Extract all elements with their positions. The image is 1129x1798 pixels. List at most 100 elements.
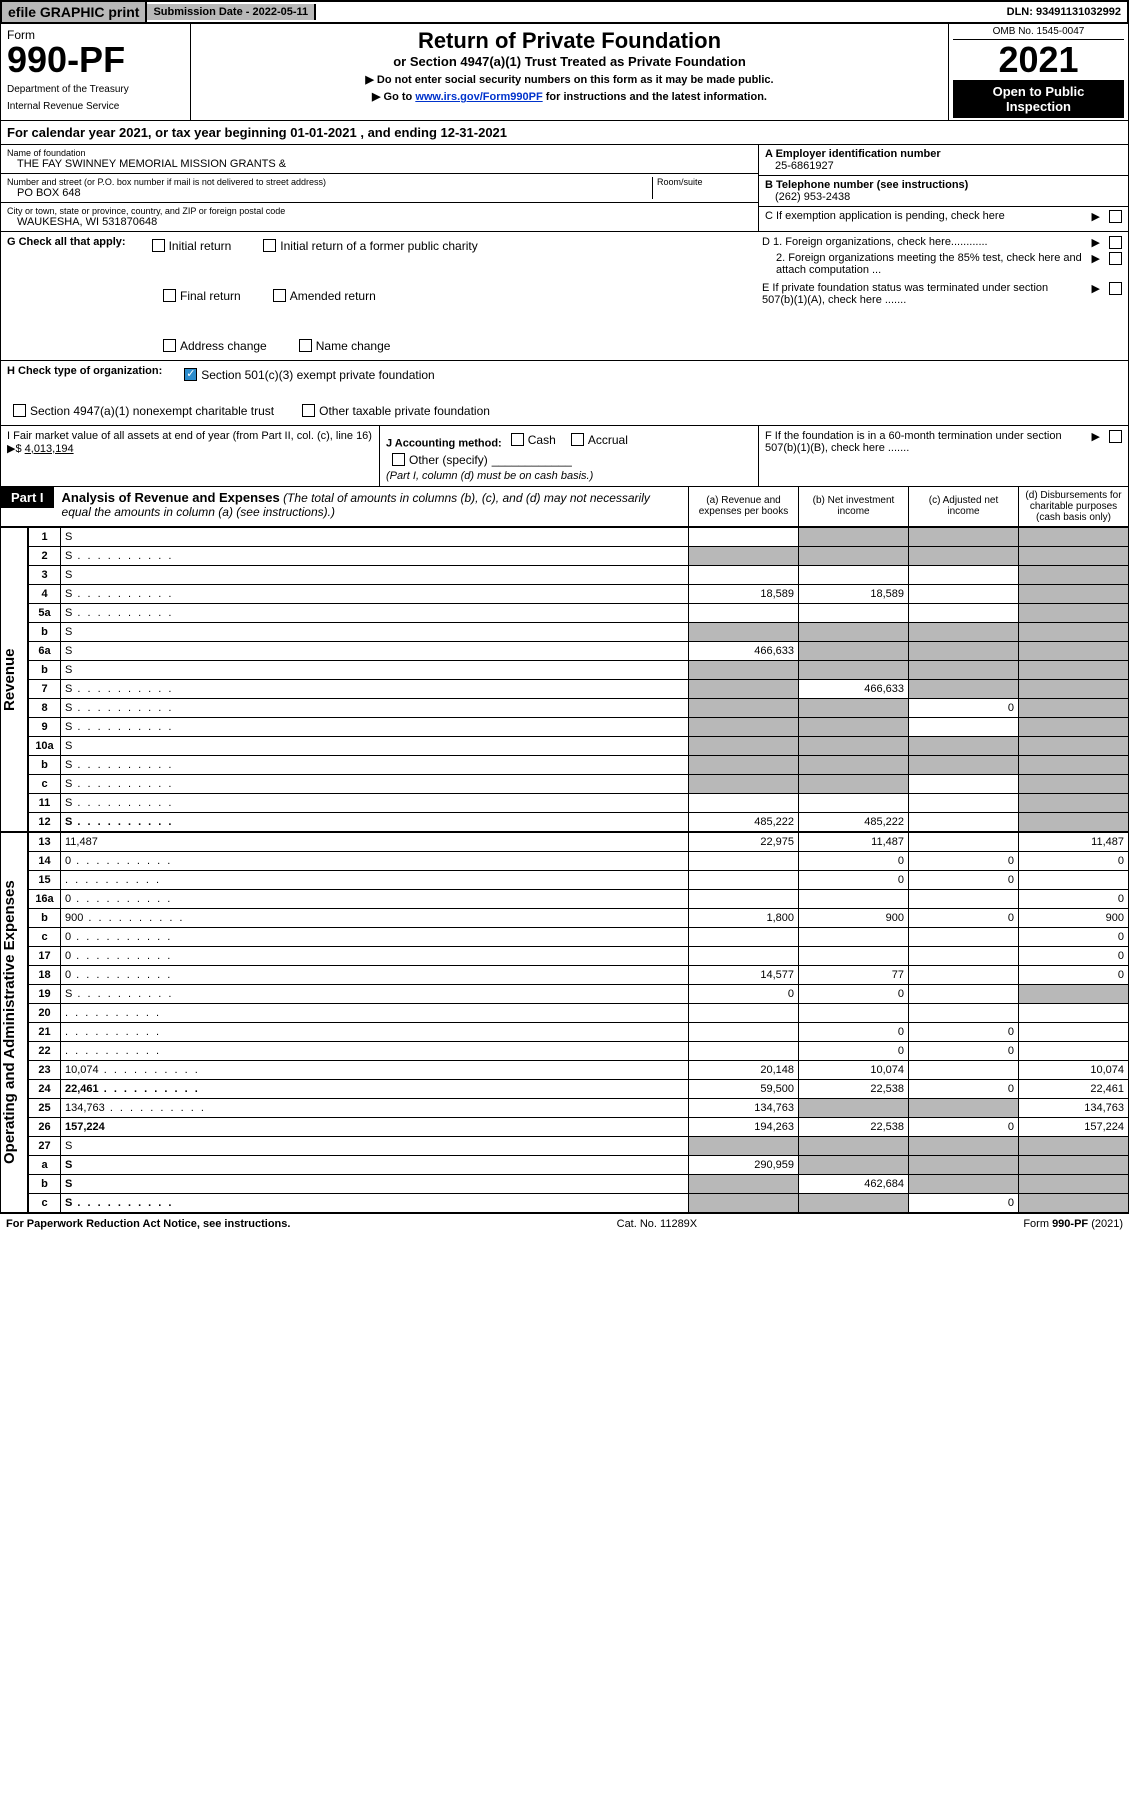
catalog-number: Cat. No. 11289X: [617, 1218, 698, 1230]
table-row: 3S: [29, 565, 1129, 584]
ij-row: I Fair market value of all assets at end…: [0, 426, 1129, 487]
table-row: 5aS: [29, 603, 1129, 622]
note-link: ▶ Go to www.irs.gov/Form990PF for instru…: [199, 90, 940, 103]
g-final: Final return: [157, 286, 247, 306]
section-h: H Check type of organization: Section 50…: [0, 361, 1129, 426]
j-accounting: J Accounting method: Cash Accrual Other …: [379, 426, 758, 486]
tax-year: 2021: [953, 40, 1124, 80]
revenue-table: 1S2S3S4S18,58918,5895aSbS6aS466,633bS7S4…: [28, 527, 1129, 832]
dept-treasury: Department of the Treasury: [7, 84, 184, 95]
j-note: (Part I, column (d) must be on cash basi…: [386, 470, 752, 482]
table-row: bS: [29, 755, 1129, 774]
j-accrual: Accrual: [565, 430, 634, 450]
table-row: 20: [29, 1003, 1129, 1022]
arrow-icon: ▶: [1092, 282, 1100, 306]
table-row: 26157,224194,26322,5380157,224: [29, 1117, 1129, 1136]
foundation-name: THE FAY SWINNEY MEMORIAL MISSION GRANTS …: [7, 158, 752, 170]
part1-tab: Part I: [1, 487, 54, 508]
table-row: 2310,07420,14810,07410,074: [29, 1060, 1129, 1079]
form-header: Form 990-PF Department of the Treasury I…: [0, 24, 1129, 121]
table-row: b9001,8009000900: [29, 908, 1129, 927]
table-row: 2100: [29, 1022, 1129, 1041]
table-row: 4S18,58918,589: [29, 584, 1129, 603]
info-right: A Employer identification number 25-6861…: [758, 145, 1128, 231]
table-row: 2422,46159,50022,538022,461: [29, 1079, 1129, 1098]
page-footer: For Paperwork Reduction Act Notice, see …: [0, 1213, 1129, 1234]
d2-85pct: 2. Foreign organizations meeting the 85%…: [762, 252, 1122, 276]
table-row: 1700: [29, 946, 1129, 965]
table-row: 19S00: [29, 984, 1129, 1003]
table-row: c00: [29, 927, 1129, 946]
table-row: 6aS466,633: [29, 641, 1129, 660]
submission-date: Submission Date - 2022-05-11: [147, 4, 316, 20]
header-right: OMB No. 1545-0047 2021 Open to Public In…: [948, 24, 1128, 120]
ein: 25-6861927: [765, 160, 1122, 172]
checkbox-e[interactable]: [1109, 282, 1122, 295]
arrow-icon: ▶: [1092, 252, 1100, 276]
j-cash: Cash: [505, 430, 562, 450]
table-row: 7S466,633: [29, 679, 1129, 698]
d1-foreign: D 1. Foreign organizations, check here..…: [762, 236, 1122, 249]
table-row: 2S: [29, 546, 1129, 565]
city-state-zip: WAUKESHA, WI 531870648: [7, 216, 752, 228]
expense-table-wrap: Operating and Administrative Expenses 13…: [0, 832, 1129, 1213]
form990pf-link[interactable]: www.irs.gov/Form990PF: [415, 91, 542, 103]
g-initial-former: Initial return of a former public charit…: [257, 236, 483, 256]
checkbox-d2[interactable]: [1109, 252, 1122, 265]
phone-cell: B Telephone number (see instructions) (2…: [759, 176, 1128, 207]
ein-cell: A Employer identification number 25-6861…: [759, 145, 1128, 176]
expense-table: 1311,48722,97511,48711,487140000150016a0…: [28, 832, 1129, 1213]
info-grid: Name of foundation THE FAY SWINNEY MEMOR…: [0, 145, 1129, 232]
room-label: Room/suite: [657, 177, 752, 187]
h-501c3: Section 501(c)(3) exempt private foundat…: [178, 365, 440, 385]
checkbox-d1[interactable]: [1109, 236, 1122, 249]
g-amended: Amended return: [267, 286, 382, 306]
table-row: 1311,48722,97511,48711,487: [29, 832, 1129, 851]
table-row: 1500: [29, 870, 1129, 889]
table-row: bS: [29, 622, 1129, 641]
table-row: 16a00: [29, 889, 1129, 908]
col-b-header: (b) Net investment income: [798, 487, 908, 526]
header-left: Form 990-PF Department of the Treasury I…: [1, 24, 191, 120]
col-d-header: (d) Disbursements for charitable purpose…: [1018, 487, 1128, 526]
info-left: Name of foundation THE FAY SWINNEY MEMOR…: [1, 145, 758, 231]
top-bar: efile GRAPHIC print Submission Date - 20…: [0, 0, 1129, 24]
header-mid: Return of Private Foundation or Section …: [191, 24, 948, 120]
table-row: 1S: [29, 527, 1129, 546]
table-row: bS: [29, 660, 1129, 679]
part1-header: Part I Analysis of Revenue and Expenses …: [0, 487, 1129, 527]
table-row: 11S: [29, 793, 1129, 812]
table-row: 8S0: [29, 698, 1129, 717]
col-a-header: (a) Revenue and expenses per books: [688, 487, 798, 526]
table-row: cS0: [29, 1193, 1129, 1212]
arrow-icon: ▶: [1092, 430, 1100, 454]
form-number: 990-PF: [7, 42, 184, 78]
form-ref: Form 990-PF (2021): [1023, 1218, 1123, 1230]
table-row: 25134,763134,763134,763: [29, 1098, 1129, 1117]
form-subtitle: or Section 4947(a)(1) Trust Treated as P…: [199, 54, 940, 69]
form-title: Return of Private Foundation: [199, 28, 940, 54]
dln: DLN: 93491131032992: [1001, 4, 1127, 20]
g-label: G Check all that apply:: [7, 236, 126, 256]
g-name-change: Name change: [293, 336, 397, 356]
h-other-taxable: Other taxable private foundation: [296, 401, 496, 421]
table-row: 2200: [29, 1041, 1129, 1060]
part1-desc: Analysis of Revenue and Expenses (The to…: [54, 487, 688, 522]
c-exemption-cell: C If exemption application is pending, c…: [759, 207, 1128, 226]
note-ssn: ▶ Do not enter social security numbers o…: [199, 73, 940, 86]
table-row: 18014,577770: [29, 965, 1129, 984]
calendar-year-row: For calendar year 2021, or tax year begi…: [0, 121, 1129, 145]
omb-number: OMB No. 1545-0047: [953, 26, 1124, 40]
foundation-name-cell: Name of foundation THE FAY SWINNEY MEMOR…: [1, 145, 758, 174]
checkbox-f[interactable]: [1109, 430, 1122, 443]
table-row: cS: [29, 774, 1129, 793]
section-g: G Check all that apply: Initial return I…: [0, 232, 1129, 361]
f-60month: F If the foundation is in a 60-month ter…: [758, 426, 1128, 486]
address: PO BOX 648: [7, 187, 652, 199]
table-row: 27S: [29, 1136, 1129, 1155]
efile-label: efile GRAPHIC print: [2, 2, 147, 22]
j-other: Other (specify) ____________: [386, 450, 752, 470]
checkbox-c[interactable]: [1109, 210, 1122, 223]
h-4947: Section 4947(a)(1) nonexempt charitable …: [7, 401, 280, 421]
table-row: 10aS: [29, 736, 1129, 755]
